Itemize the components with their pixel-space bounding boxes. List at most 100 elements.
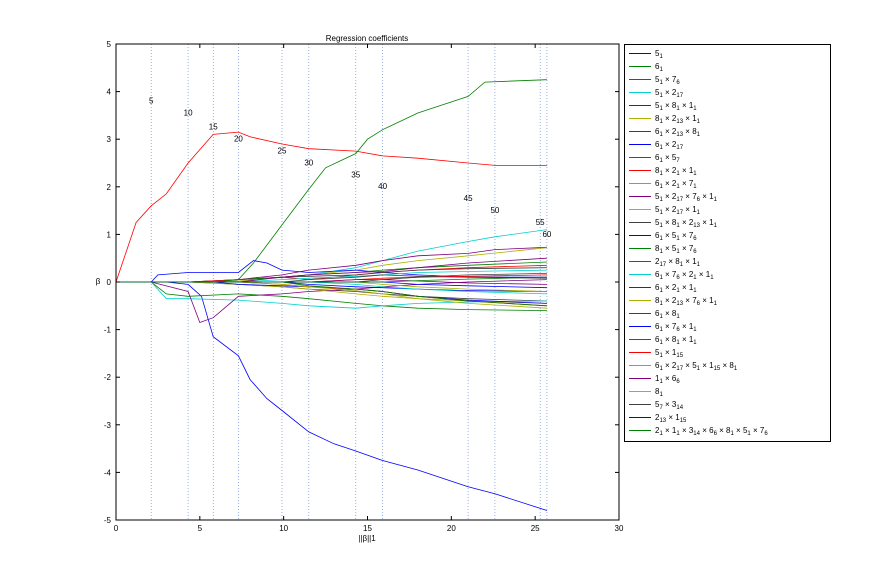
step-annotation-7: 35: [351, 170, 360, 179]
step-annotation-4: 20: [234, 135, 243, 144]
legend-item-23: 61 × 81 × 11: [625, 334, 830, 346]
legend-item-1: 51: [625, 48, 830, 60]
series-line-2: [116, 79, 547, 283]
legend-label: 61 × 213 × 81: [655, 127, 700, 138]
legend-label: 51 × 115: [655, 348, 684, 359]
legend-label: 11 × 66: [655, 374, 680, 385]
y-tick-label: 5: [107, 40, 112, 49]
legend-swatch: [629, 313, 651, 314]
legend-label: 213 × 115: [655, 413, 687, 424]
legend-label: 61 × 57: [655, 153, 680, 164]
legend-item-12: 51 × 217 × 76 × 11: [625, 191, 830, 203]
legend-item-11: 61 × 21 × 71: [625, 178, 830, 190]
legend-item-27: 81: [625, 386, 830, 398]
legend-item-17: 217 × 81 × 11: [625, 256, 830, 268]
legend-item-22: 61 × 76 × 11: [625, 321, 830, 333]
legend-swatch: [629, 261, 651, 262]
chart-title: Regression coefficients: [326, 34, 409, 43]
legend-item-15: 61 × 51 × 76: [625, 230, 830, 242]
legend-label: 51 × 217: [655, 88, 684, 99]
legend-label: 51 × 76: [655, 75, 680, 86]
step-annotation-3: 15: [209, 123, 218, 132]
legend-label: 57 × 314: [655, 400, 684, 411]
legend-swatch: [629, 209, 651, 210]
x-tick-label: 5: [198, 524, 203, 533]
x-tick-label: 15: [363, 524, 372, 533]
legend-swatch: [629, 274, 651, 275]
y-tick-label: 3: [107, 135, 112, 144]
legend-item-9: 61 × 57: [625, 152, 830, 164]
legend-label: 51 × 217 × 76 × 11: [655, 192, 717, 203]
legend-swatch: [629, 300, 651, 301]
legend-swatch: [629, 53, 651, 54]
legend-swatch: [629, 92, 651, 93]
legend-swatch: [629, 118, 651, 119]
legend-label: 51 × 81 × 11: [655, 101, 697, 112]
legend-swatch: [629, 326, 651, 327]
legend-item-28: 57 × 314: [625, 399, 830, 411]
legend-label: 61 × 51 × 76: [655, 231, 697, 242]
legend-item-18: 61 × 76 × 21 × 11: [625, 269, 830, 281]
legend-item-14: 51 × 81 × 213 × 11: [625, 217, 830, 229]
legend-swatch: [629, 352, 651, 353]
legend-swatch: [629, 235, 651, 236]
legend-label: 61 × 217: [655, 140, 684, 151]
legend-label: 61 × 21 × 71: [655, 179, 697, 190]
x-tick-label: 10: [279, 524, 288, 533]
series-line-30: [116, 276, 547, 283]
legend-label: 81 × 21 × 11: [655, 166, 697, 177]
legend-swatch: [629, 222, 651, 223]
series-line-19: [116, 257, 547, 283]
legend-swatch: [629, 144, 651, 145]
legend-item-5: 51 × 81 × 11: [625, 100, 830, 112]
x-axis: 0 5 10 15 20 25 30: [114, 44, 624, 533]
series-line-3: [115, 131, 547, 283]
legend-swatch: [629, 417, 651, 418]
y-tick-label: -2: [104, 373, 112, 382]
legend-item-3: 51 × 76: [625, 74, 830, 86]
legend-label: 51: [655, 49, 663, 60]
step-annotation-6: 30: [304, 158, 313, 167]
y-tick-label: 2: [107, 183, 112, 192]
legend-swatch: [629, 365, 651, 366]
step-annotation-11: 55: [536, 218, 545, 227]
legend-swatch: [629, 131, 651, 132]
legend-swatch: [629, 287, 651, 288]
legend-label: 61 × 76 × 21 × 11: [655, 270, 714, 281]
series-line-9: [116, 281, 547, 311]
legend-item-7: 61 × 213 × 81: [625, 126, 830, 138]
legend-swatch: [629, 79, 651, 80]
legend-label: 61: [655, 62, 663, 73]
legend-label: 51 × 81 × 213 × 11: [655, 218, 717, 229]
legend-swatch: [629, 196, 651, 197]
legend-label: 81 × 51 × 76: [655, 244, 697, 255]
legend-label: 21 × 11 × 314 × 66 × 81 × 51 × 76: [655, 426, 768, 437]
legend-label: 217 × 81 × 11: [655, 257, 700, 268]
y-tick-label: 1: [107, 230, 112, 239]
y-axis-label: β: [96, 277, 101, 286]
legend-item-8: 61 × 217: [625, 139, 830, 151]
legend-swatch: [629, 404, 651, 405]
legend-swatch: [629, 378, 651, 379]
x-tick-label: 30: [615, 524, 624, 533]
x-tick-label: 20: [447, 524, 456, 533]
legend-label: 61 × 217 × 51 × 115 × 81: [655, 361, 738, 372]
series-line-18: [116, 269, 547, 283]
legend-label: 61 × 81 × 11: [655, 335, 697, 346]
legend-item-24: 51 × 115: [625, 347, 830, 359]
legend: 51 61 51 × 76 51 × 217 51 × 81 × 11 81 × 213 …: [624, 44, 831, 442]
x-tick-label: 25: [531, 524, 540, 533]
legend-swatch: [629, 339, 651, 340]
legend-label: 61 × 21 × 11: [655, 283, 697, 294]
series-line-13: [116, 281, 547, 304]
legend-item-16: 81 × 51 × 76: [625, 243, 830, 255]
legend-label: 51 × 217 × 11: [655, 205, 700, 216]
legend-label: 81 × 213 × 76 × 11: [655, 296, 717, 307]
legend-label: 81: [655, 387, 663, 398]
legend-label: 61 × 76 × 11: [655, 322, 697, 333]
legend-swatch: [629, 248, 651, 249]
legend-swatch: [629, 430, 651, 431]
step-annotation-9: 45: [464, 194, 473, 203]
legend-item-10: 81 × 21 × 11: [625, 165, 830, 177]
